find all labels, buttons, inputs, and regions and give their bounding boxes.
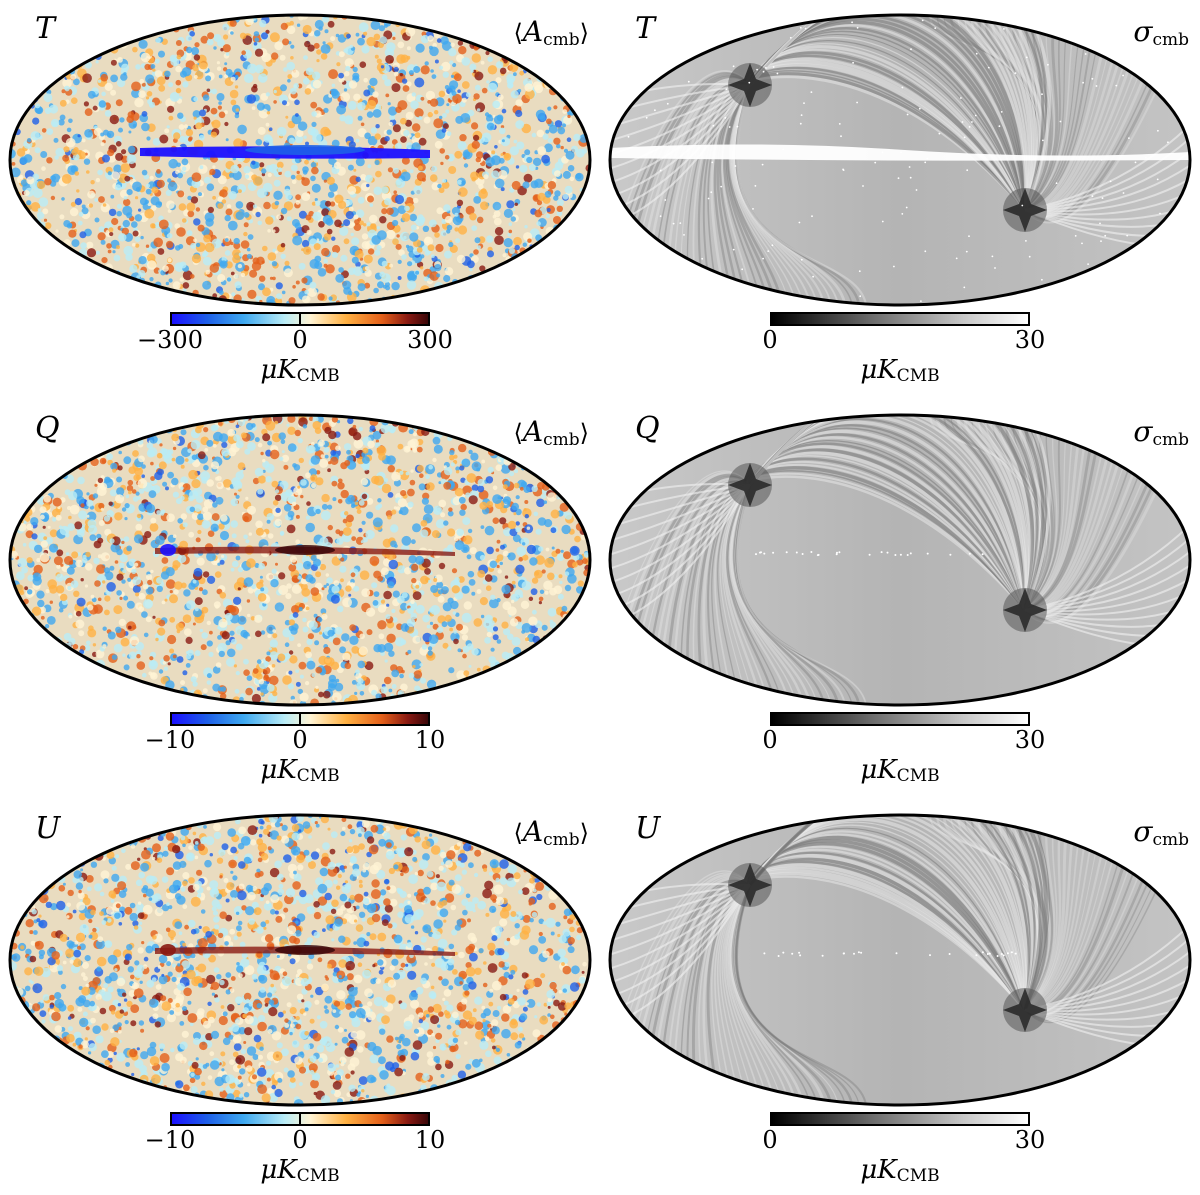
colorbar-min-tick: −300 [137,328,203,352]
stokes-label: T [635,14,655,44]
colorbar-max-tick: 30 [1015,328,1046,352]
colorbar-mid-tick: 0 [292,328,307,352]
colorbar [770,712,1030,726]
map-title: ⟨Acmb⟩ [513,818,589,849]
colorbar-max-tick: 10 [415,1128,446,1152]
map-title: σcmb [1133,18,1189,49]
colorbar [170,312,430,326]
colorbar-unit: μKCMB [860,1157,939,1185]
colorbar-unit: μKCMB [860,357,939,385]
panel-t-mean: T ⟨Acmb⟩ −300 0 300 μKCMB [5,0,595,395]
colorbar-min-tick: 0 [762,1128,777,1152]
map-title: ⟨Acmb⟩ [513,418,589,449]
panel-q-mean: Q ⟨Acmb⟩ −10 0 10 μKCMB [5,400,595,795]
map-title: σcmb [1133,418,1189,449]
stokes-label: U [35,814,60,844]
panel-u-mean: U ⟨Acmb⟩ −10 0 10 μKCMB [5,800,595,1195]
colorbar-min-tick: 0 [762,328,777,352]
colorbar-mid-tick: 0 [292,728,307,752]
panel-t-std: T σcmb 0 30 μKCMB [605,0,1195,395]
colorbar-unit: μKCMB [860,757,939,785]
colorbar-min-tick: −10 [145,1128,196,1152]
sky-map-t-std [605,0,1195,300]
colorbar [170,1112,430,1126]
map-title: σcmb [1133,818,1189,849]
panel-u-std: U σcmb 0 30 μKCMB [605,800,1195,1195]
colorbar-unit: μKCMB [260,757,339,785]
stokes-label: Q [635,414,660,444]
sky-map-q-std [605,400,1195,700]
panel-q-std: Q σcmb 0 30 μKCMB [605,400,1195,795]
colorbar-max-tick: 30 [1015,728,1046,752]
map-title: ⟨Acmb⟩ [513,18,589,49]
colorbar-unit: μKCMB [260,1157,339,1185]
colorbar [770,312,1030,326]
colorbar [770,1112,1030,1126]
colorbar-mid-tick: 0 [292,1128,307,1152]
sky-map-u-std [605,800,1195,1100]
colorbar-unit: μKCMB [260,357,339,385]
stokes-label: U [635,814,660,844]
colorbar [170,712,430,726]
sky-map-u-mean [5,800,595,1100]
colorbar-max-tick: 300 [407,328,453,352]
colorbar-min-tick: 0 [762,728,777,752]
colorbar-max-tick: 30 [1015,1128,1046,1152]
sky-map-q-mean [5,400,595,700]
colorbar-min-tick: −10 [145,728,196,752]
stokes-label: T [35,14,55,44]
sky-map-t-mean [5,0,595,300]
colorbar-max-tick: 10 [415,728,446,752]
stokes-label: Q [35,414,60,444]
